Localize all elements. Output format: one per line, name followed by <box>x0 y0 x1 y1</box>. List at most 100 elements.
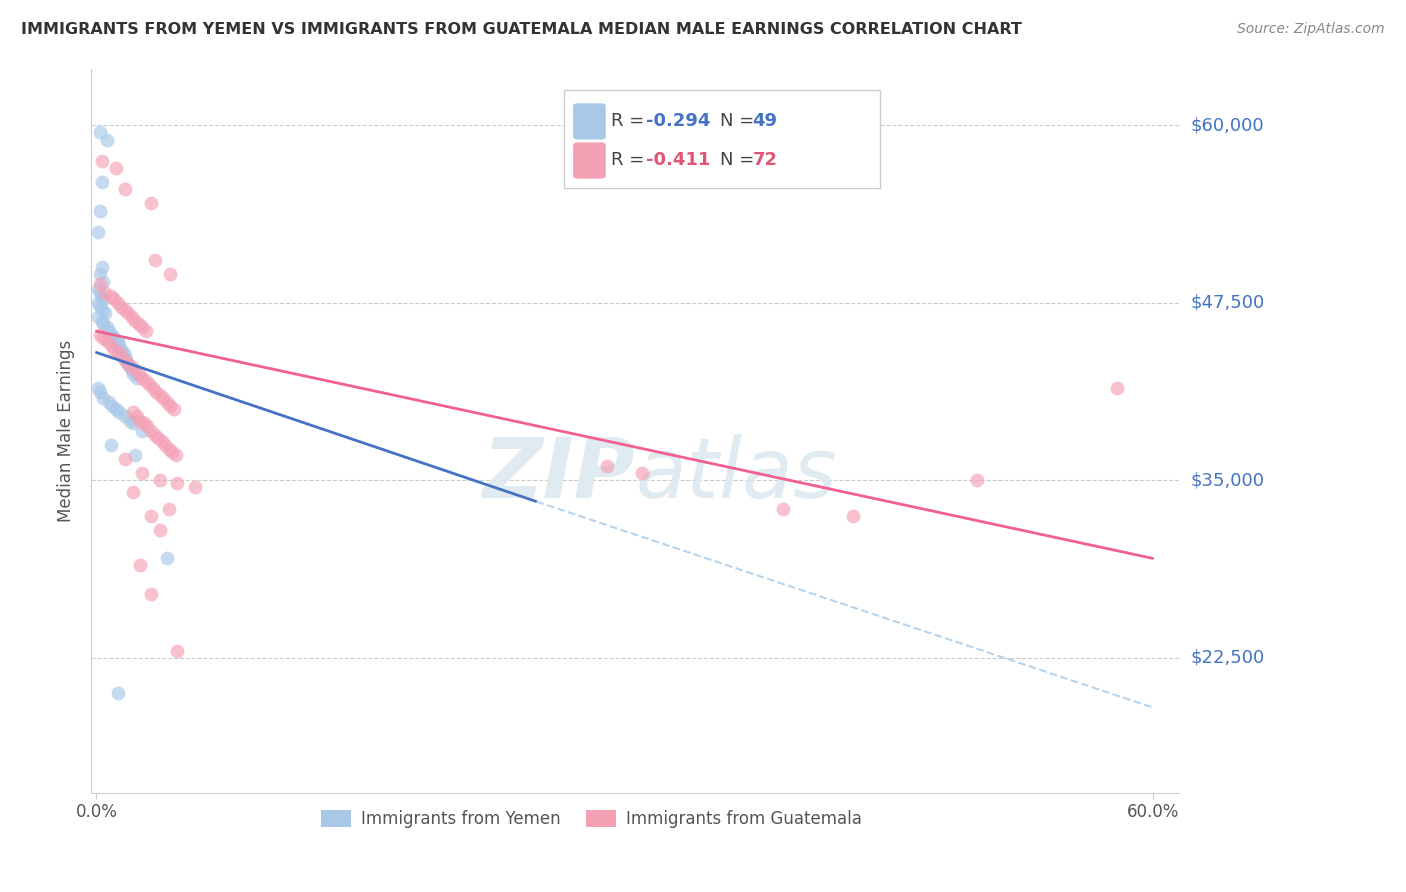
Text: IMMIGRANTS FROM YEMEN VS IMMIGRANTS FROM GUATEMALA MEDIAN MALE EARNINGS CORRELAT: IMMIGRANTS FROM YEMEN VS IMMIGRANTS FROM… <box>21 22 1022 37</box>
Point <box>100 338 122 352</box>
Point <box>122 484 145 499</box>
Point <box>139 587 162 601</box>
Point <box>104 402 127 417</box>
Point <box>1107 381 1129 395</box>
Point <box>124 448 146 462</box>
Point <box>118 414 141 428</box>
Point <box>101 328 124 343</box>
Point <box>131 424 153 438</box>
Point <box>129 414 152 428</box>
Point <box>111 345 134 359</box>
Text: $22,500: $22,500 <box>1191 648 1264 666</box>
Text: $60,000: $60,000 <box>1191 116 1264 135</box>
Point <box>124 362 146 376</box>
Point <box>107 345 129 359</box>
Point <box>772 501 794 516</box>
Text: $35,000: $35,000 <box>1191 471 1264 490</box>
Point <box>149 473 172 487</box>
Point <box>153 438 176 452</box>
Point <box>108 338 131 352</box>
Point <box>114 348 136 362</box>
Point <box>631 466 654 480</box>
Point <box>145 385 167 400</box>
Point <box>114 409 136 424</box>
Point <box>100 289 122 303</box>
Point <box>103 292 125 306</box>
Point <box>122 417 145 431</box>
FancyBboxPatch shape <box>574 143 606 178</box>
Point <box>108 405 131 419</box>
Point <box>94 306 117 320</box>
Point <box>87 225 110 239</box>
Point <box>143 427 166 442</box>
Text: 49: 49 <box>752 112 778 130</box>
Point <box>117 357 139 371</box>
Point <box>122 405 145 419</box>
Point <box>90 302 112 317</box>
Text: Source: ZipAtlas.com: Source: ZipAtlas.com <box>1237 22 1385 37</box>
Point <box>107 686 129 700</box>
Point <box>163 402 186 417</box>
Point <box>89 268 111 282</box>
Point <box>89 285 111 300</box>
Point <box>93 331 115 345</box>
Point <box>89 385 111 400</box>
Point <box>124 314 146 328</box>
Point <box>97 395 120 409</box>
Point <box>842 508 865 523</box>
Point <box>142 381 165 395</box>
Text: N =: N = <box>720 112 761 130</box>
Point <box>89 277 111 292</box>
Point <box>139 424 162 438</box>
Point <box>139 508 162 523</box>
Point <box>96 320 118 334</box>
Point <box>87 310 110 324</box>
Point <box>93 292 115 306</box>
Point <box>118 359 141 374</box>
Point <box>136 419 159 434</box>
Point <box>156 395 179 409</box>
Point <box>107 295 129 310</box>
Point <box>89 125 111 139</box>
Point <box>146 431 169 445</box>
Point <box>159 268 181 282</box>
Point <box>101 400 124 414</box>
Point <box>121 359 143 374</box>
Point <box>97 324 120 338</box>
Text: atlas: atlas <box>636 434 837 515</box>
Point <box>89 203 111 218</box>
Point <box>159 400 181 414</box>
Point <box>121 362 143 376</box>
Point <box>131 371 153 385</box>
Point <box>89 328 111 343</box>
Point <box>93 275 115 289</box>
Point <box>128 317 150 331</box>
Point <box>121 310 143 324</box>
Point <box>156 551 179 566</box>
Point <box>90 289 112 303</box>
Point <box>87 381 110 395</box>
Point <box>122 367 145 381</box>
Point <box>100 438 122 452</box>
Point <box>131 466 153 480</box>
Point <box>165 448 187 462</box>
Point <box>90 175 112 189</box>
Point <box>131 320 153 334</box>
Point <box>149 388 172 402</box>
Point <box>117 306 139 320</box>
Point <box>596 459 619 474</box>
Point <box>152 391 174 405</box>
Point <box>115 352 138 367</box>
FancyBboxPatch shape <box>574 103 606 139</box>
Point <box>110 348 132 362</box>
Point <box>117 357 139 371</box>
Point <box>149 523 172 537</box>
Point <box>107 334 129 348</box>
Point <box>110 343 132 357</box>
Point <box>114 182 136 196</box>
Point <box>166 476 188 491</box>
Point <box>135 374 157 388</box>
Point <box>103 331 125 345</box>
Point <box>89 299 111 313</box>
Point <box>87 295 110 310</box>
